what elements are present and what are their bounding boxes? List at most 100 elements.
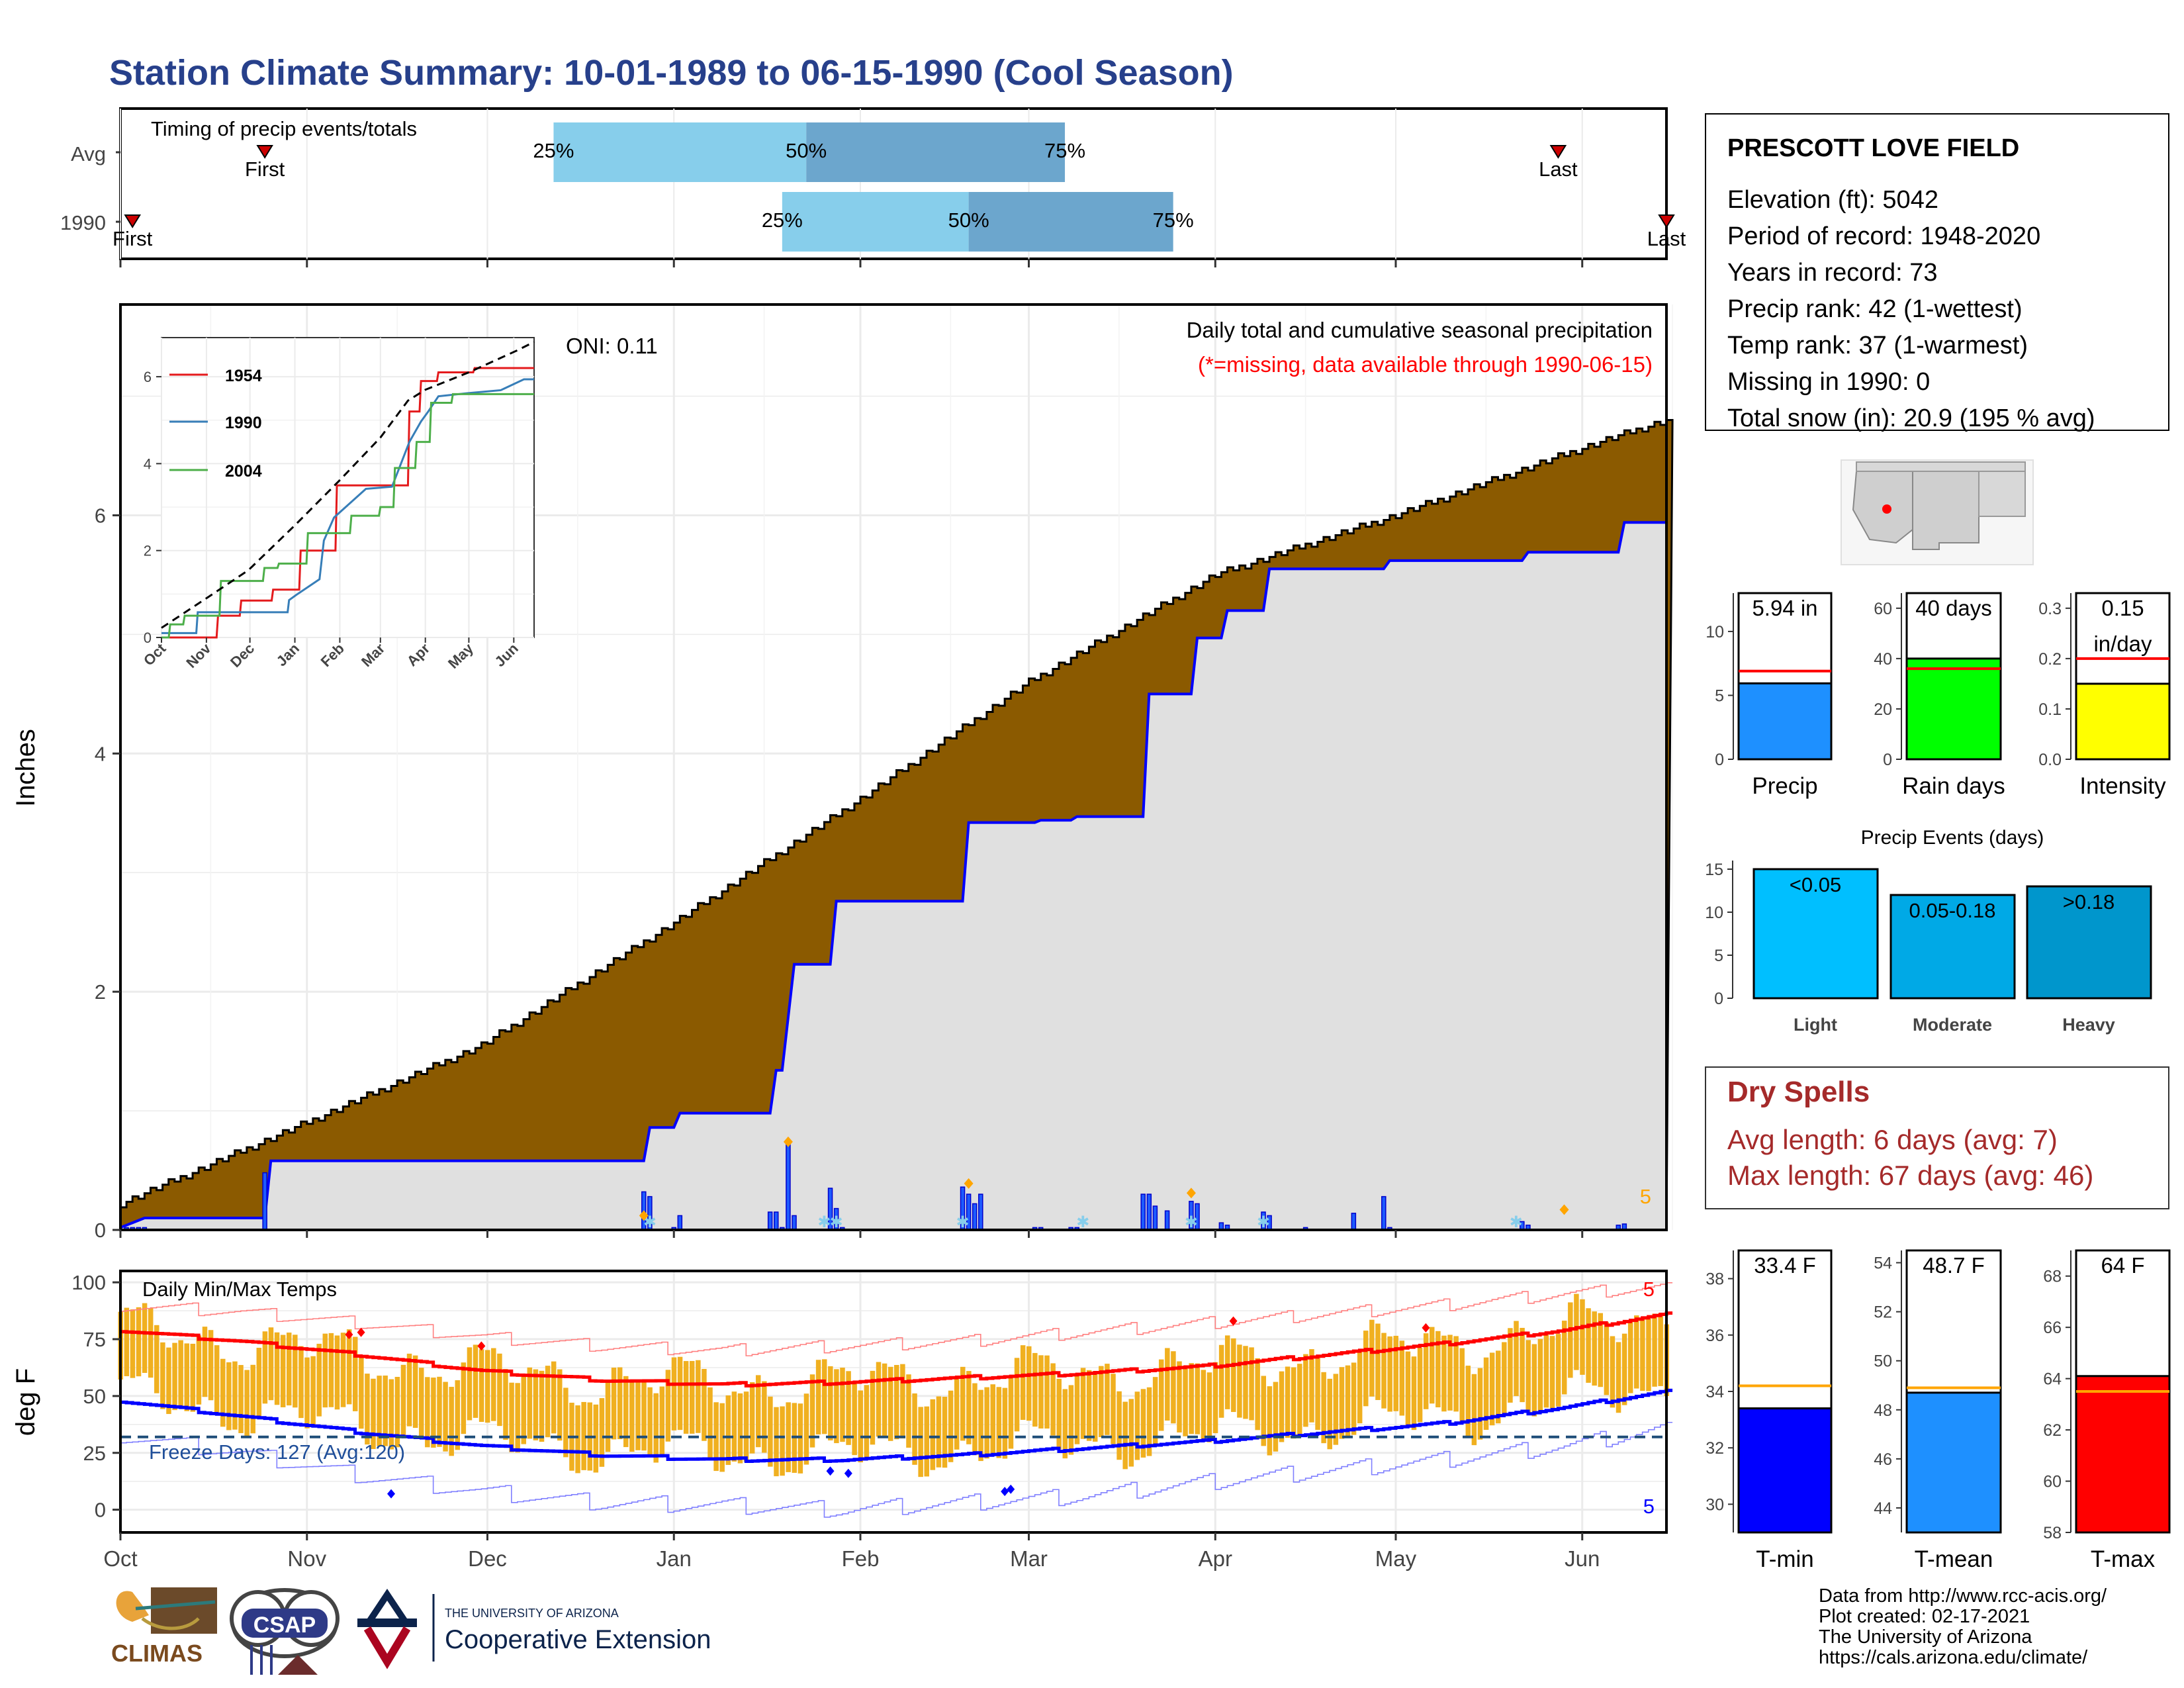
max-precip-marker [964,1178,974,1189]
daily-temp-bar [623,1376,629,1448]
temp-frame-border [119,1270,1668,1534]
daily-temp-bar [298,1346,304,1419]
daily-temp-bar [1531,1344,1537,1417]
daily-precip-bar [1164,1210,1170,1231]
station-info-box: PRESCOTT LOVE FIELD Elevation (ft): 5042… [1705,113,2169,432]
timing-last-label: Last [1647,227,1686,250]
mini-bar-value-text: 64 F [2101,1253,2144,1278]
mini-tick-label: 34 [1706,1383,1724,1401]
mini-bar-precip: 0 5 10 5.94 in Precip [1706,592,1833,799]
precip-event-bar [2026,885,2152,1000]
daily-temp-bar [593,1404,599,1473]
record-max-line [120,1282,1673,1356]
precip-events-bars: 0 5 10 15 <0.05 Light 0.05-0.18 Moderate >0.18 He… [1705,861,2152,1035]
inset-y-tick-label: 6 [144,369,152,385]
mini-tick-label: 36 [1706,1327,1724,1345]
csap-logo-text: CSAP [253,1613,316,1638]
daily-temp-bar [870,1370,876,1445]
daily-temp-bar [1634,1315,1639,1389]
snow-marker: ✱ [1257,1213,1270,1231]
daily-temp-bar [1140,1389,1146,1458]
mini-tick-label: 0 [1883,751,1892,769]
daily-temp-bar [1267,1386,1273,1456]
station-location-dot [1882,504,1891,514]
daily-temp-bar [515,1383,520,1453]
daily-temp-bar [1105,1364,1110,1435]
temp-y-tick-label: 50 [83,1385,106,1408]
timing-first-label: First [245,158,285,181]
daily-temp-bar [1339,1367,1345,1439]
daily-temp-bar [864,1385,870,1458]
month-tick-label: Oct [103,1546,137,1571]
record-high-marker [345,1330,353,1340]
mini-bar-tmean: 44 46 48 50 52 54 48.7 F T-mean [1874,1249,2002,1572]
daily-temp-bar [1092,1371,1098,1442]
mini-tick-label: 54 [1874,1254,1892,1273]
daily-temp-bar [1165,1348,1170,1421]
daily-temp-bar [641,1380,647,1451]
temp-y-tick-label: 25 [83,1442,106,1465]
daily-temp-bar [262,1331,268,1404]
record-high-marker [357,1327,365,1337]
daily-temp-bar [1279,1371,1285,1442]
daily-temp-bar [232,1361,238,1430]
daily-temp-bar [406,1353,412,1427]
mini-bar-value-text: 0.15 [2101,596,2144,620]
daily-temp-bar [1652,1313,1657,1387]
daily-temp-bar [786,1402,791,1472]
daily-temp-bar [936,1396,942,1468]
daily-temp-bar [882,1363,887,1438]
precip-event-category: Heavy [2062,1015,2115,1035]
mini-tick-label: 30 [1706,1495,1724,1514]
precip-event-bar-text: <0.05 [1790,873,1841,896]
mini-tick-label: 38 [1706,1270,1724,1289]
daily-temp-bar [1321,1372,1326,1444]
utah-colorado-shape [1856,461,2026,472]
precip-y-tick-label: 6 [95,504,106,527]
daily-temp-bar [1146,1387,1152,1456]
daily-temp-bar [214,1345,220,1415]
daily-temp-bar [1255,1358,1260,1430]
record-low-marker [387,1489,396,1499]
daily-temp-bar [948,1390,954,1462]
timing-row-label-avg: Avg [71,142,106,165]
mini-tick-label: 48 [1874,1401,1892,1420]
mini-bar-label: T-min [1756,1546,1814,1572]
record-high-marker [1422,1323,1430,1333]
max-precip-marker [639,1210,649,1221]
timing-row-label-year: 1990 [60,211,106,234]
mini-bar-label: Intensity [2079,773,2166,799]
timing-quartile-label: 75% [1153,209,1194,232]
daily-temp-bar [887,1366,893,1441]
mini-bar-value-text: 48.7 F [1923,1253,1985,1278]
daily-temp-bar [142,1303,148,1374]
avg-tmin-line [120,1388,1673,1464]
month-tick-label: Mar [1010,1546,1048,1571]
oni-label: ONI: 0.11 [566,334,658,358]
precip-missing-note: (*=missing, data available through 1990-… [1198,352,1653,377]
mini-tick-label: 0 [1715,751,1724,769]
daily-temp-bar [1183,1365,1188,1436]
mini-tick-label: 0.1 [2038,700,2062,719]
mini-tick-label: 0.3 [2038,600,2062,618]
daily-temp-bar [497,1353,502,1427]
record-low-marker [1007,1484,1015,1494]
footer-line-data: Data from http://www.rcc-acis.org/ [1819,1585,2107,1607]
mini-bar-value [1737,682,1833,761]
inset-legend-1954: 1954 [225,367,262,385]
daily-temp-bar [774,1407,779,1477]
dry-spells-box: Dry Spells Avg length: 6 days (avg: 7) M… [1705,1066,2169,1209]
snow-marker: ✱ [1510,1213,1523,1231]
inset-y-tick-label: 0 [144,630,152,646]
daily-temp-bar [1387,1336,1392,1412]
month-tick-label: Apr [1199,1546,1232,1571]
mini-bar-tmax: 58 60 62 64 66 68 64 F T-max [2043,1249,2171,1572]
station-box-frame [1705,113,2169,431]
daily-temp-bar [768,1396,773,1467]
daily-temp-bar [605,1382,611,1452]
mini-tick-label: 0.0 [2038,751,2062,769]
daily-temp-bar [400,1364,406,1436]
daily-temp-bar [461,1362,467,1434]
daily-temp-bar [858,1390,864,1463]
daily-temp-bar [287,1333,292,1406]
